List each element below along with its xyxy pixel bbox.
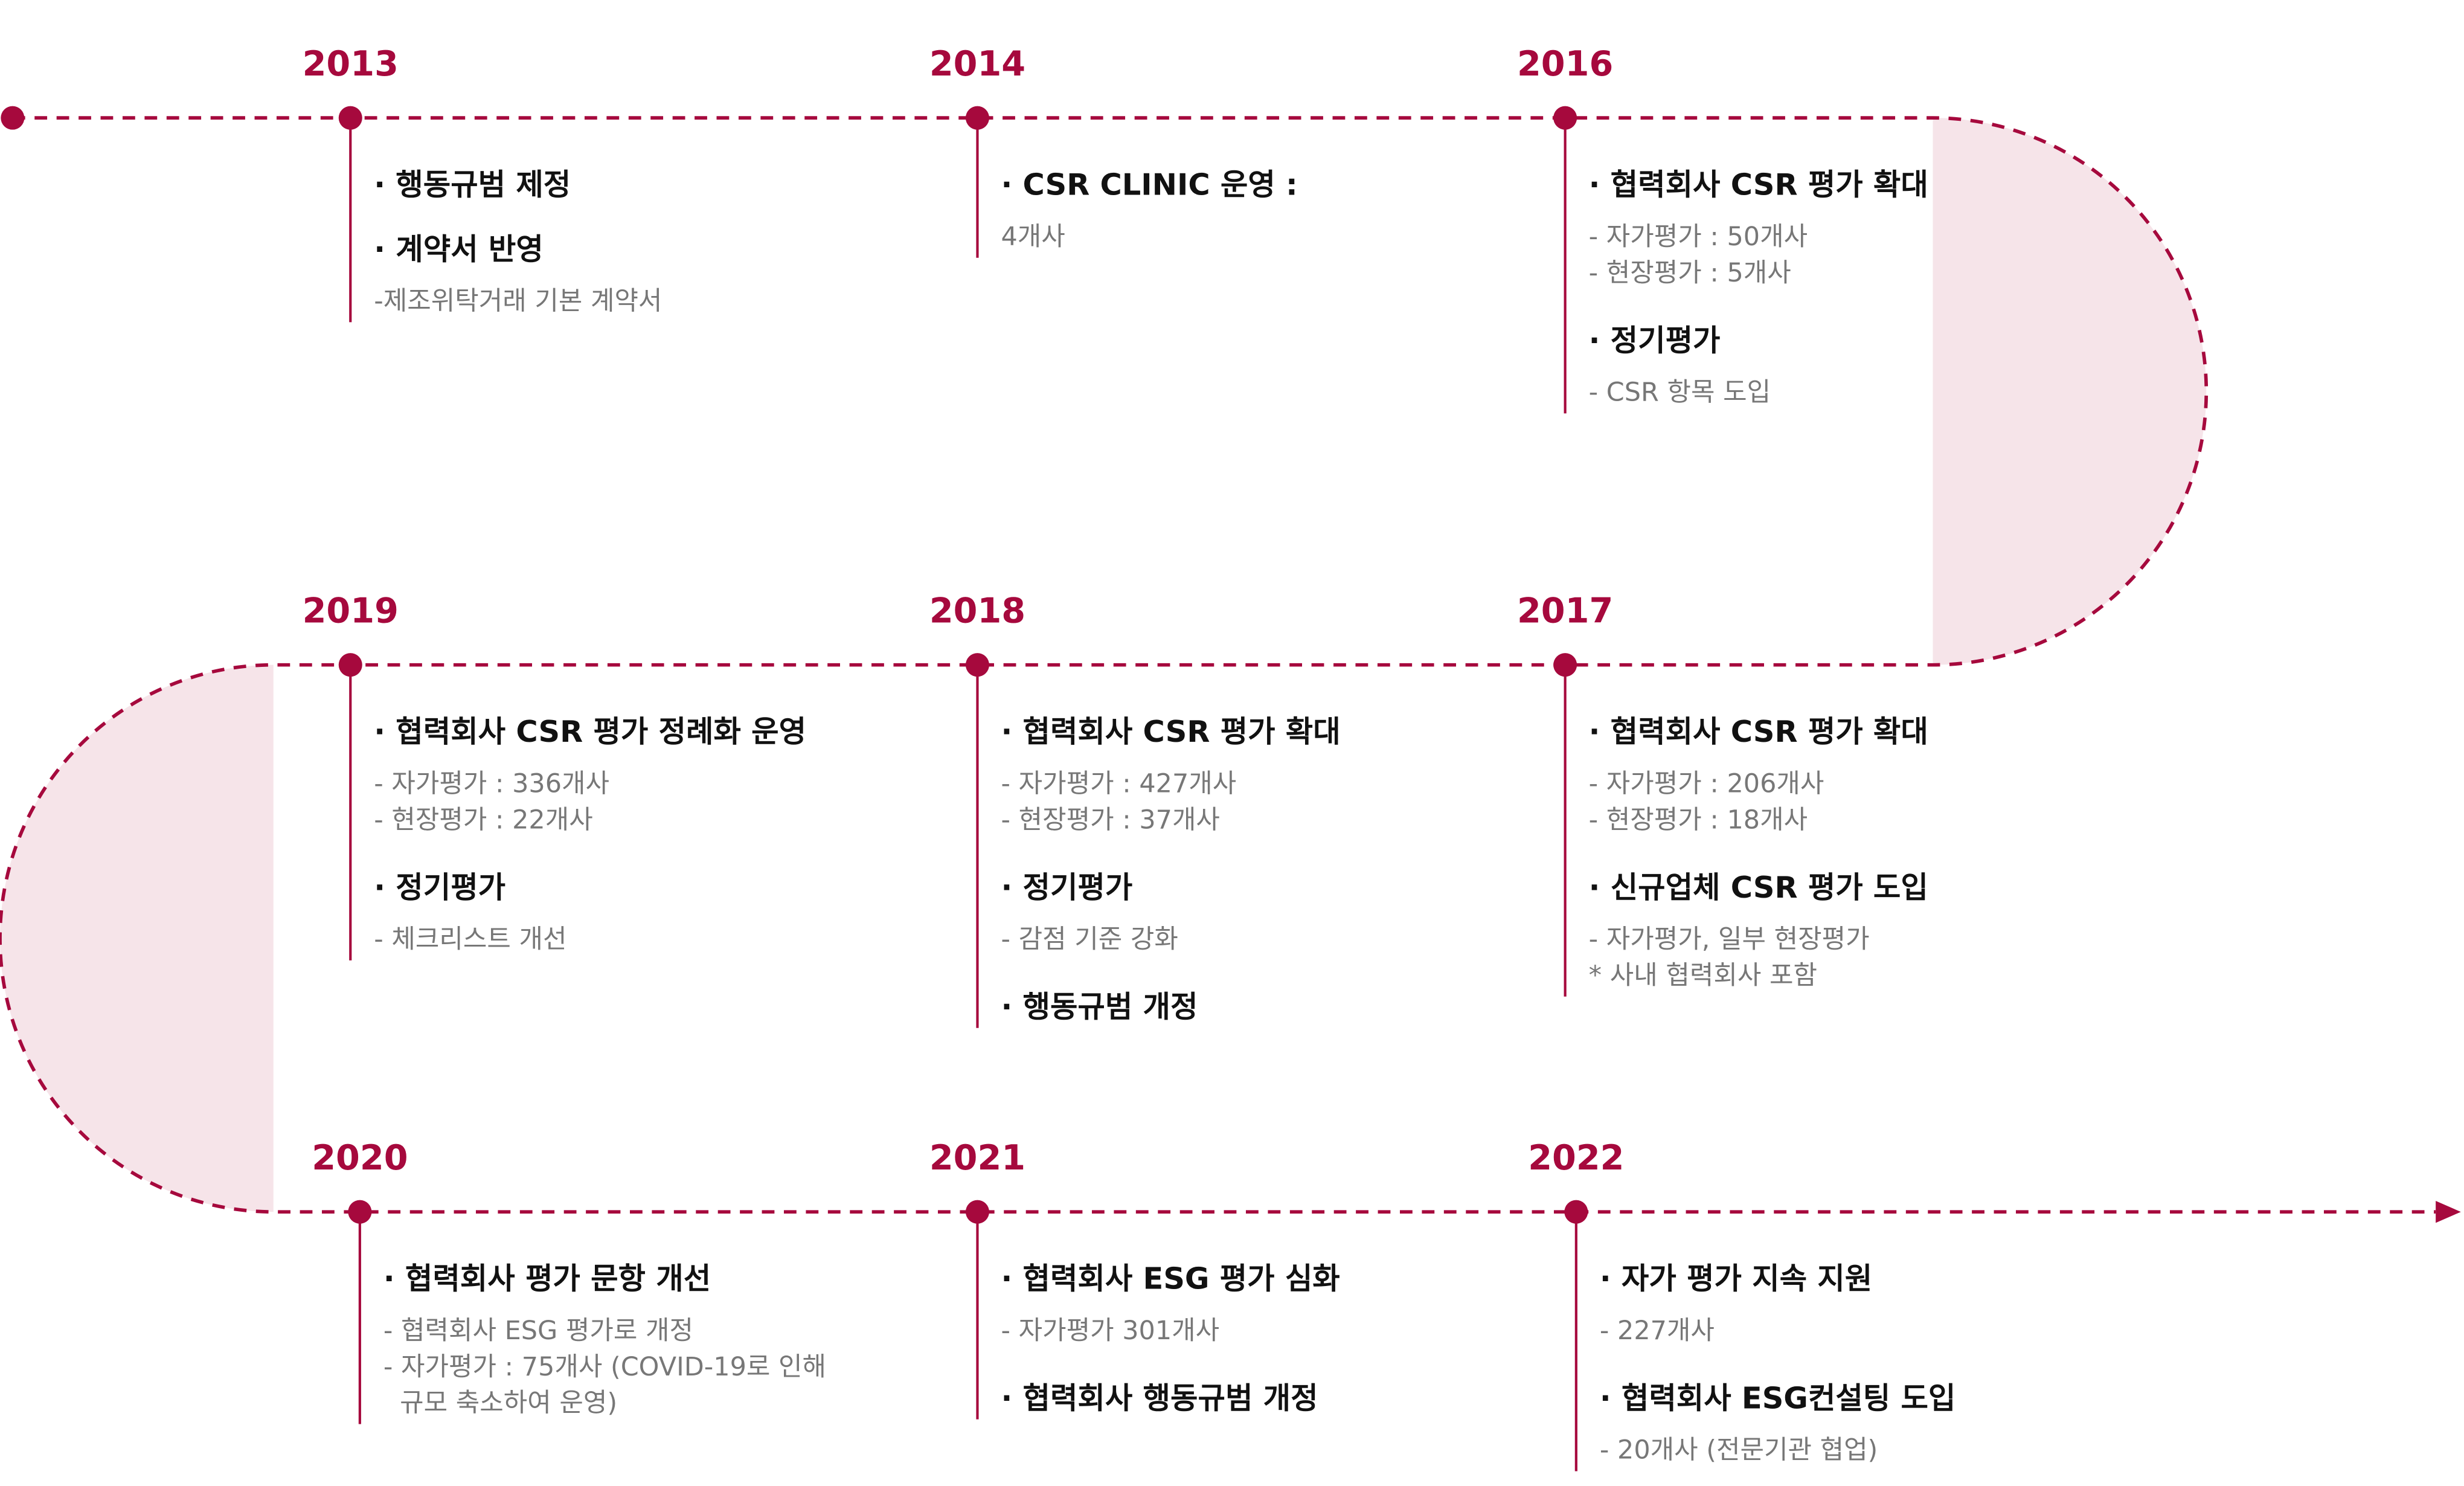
item-detail: - 자가평가, 일부 현장평가 bbox=[1589, 924, 1870, 954]
item-detail: - 현장평가 : 18개사 bbox=[1589, 805, 1808, 835]
item-heading: · 협력회사 CSR 평가 확대 bbox=[1589, 167, 1928, 202]
item-detail: 규모 축소하여 운영) bbox=[383, 1388, 617, 1418]
year-dot bbox=[1553, 653, 1577, 677]
item-detail: 4개사 bbox=[1001, 222, 1065, 252]
year-dot bbox=[338, 106, 362, 130]
year-dot bbox=[965, 653, 989, 677]
year-dot bbox=[1553, 106, 1577, 130]
item-detail: - 자가평가 : 427개사 bbox=[1001, 768, 1237, 799]
item-detail: - 20개사 (전문기관 협업) bbox=[1600, 1435, 1878, 1465]
timeline-path bbox=[0, 116, 2436, 1214]
item-heading: · 협력회사 ESG 평가 심화 bbox=[1001, 1261, 1340, 1296]
item-heading: · 협력회사 ESG컨설팅 도입 bbox=[1600, 1380, 1956, 1415]
item-detail: - 자가평가 : 206개사 bbox=[1589, 768, 1824, 799]
year-dot bbox=[965, 106, 989, 130]
year-dot bbox=[348, 1200, 372, 1224]
item-detail: - 체크리스트 개선 bbox=[374, 924, 566, 954]
item-heading: · 협력회사 행동규범 개정 bbox=[1001, 1380, 1318, 1415]
item-detail: - CSR 항목 도입 bbox=[1589, 378, 1771, 408]
item-detail: - 감점 기준 강화 bbox=[1001, 924, 1178, 954]
year-dot bbox=[965, 1200, 989, 1224]
item-heading: · 정기평가 bbox=[1589, 323, 1721, 358]
item-detail: - 자가평가 : 75개사 (COVID-19로 인해 bbox=[383, 1352, 826, 1382]
year-dot bbox=[1564, 1200, 1588, 1224]
item-heading: · 신규업체 CSR 평가 도입 bbox=[1589, 870, 1928, 905]
year-label: 2018 bbox=[929, 591, 1025, 631]
item-heading: · 행동규범 개정 bbox=[1001, 989, 1198, 1024]
item-heading: · 정기평가 bbox=[374, 870, 505, 905]
item-detail: - 현장평가 : 37개사 bbox=[1001, 805, 1220, 835]
item-heading: · 자가 평가 지속 지원 bbox=[1600, 1261, 1872, 1296]
item-heading: · 협력회사 평가 문항 개선 bbox=[383, 1261, 711, 1296]
item-detail: - 227개사 bbox=[1600, 1316, 1715, 1346]
year-label: 2022 bbox=[1528, 1138, 1624, 1178]
item-heading: · 협력회사 CSR 평가 확대 bbox=[1589, 714, 1928, 749]
item-detail: - 자가평가 301개사 bbox=[1001, 1316, 1220, 1346]
item-detail: -제조위탁거래 기본 계약서 bbox=[374, 286, 662, 317]
year-label: 2019 bbox=[303, 591, 399, 631]
item-heading: · 행동규범 제정 bbox=[374, 167, 571, 202]
year-dot bbox=[338, 653, 362, 677]
start-dot bbox=[1, 106, 25, 130]
year-label: 2021 bbox=[929, 1138, 1025, 1178]
item-detail: - 현장평가 : 5개사 bbox=[1589, 258, 1791, 288]
arrow-head bbox=[2436, 1200, 2461, 1223]
item-heading: · 협력회사 CSR 평가 확대 bbox=[1001, 714, 1341, 749]
year-label: 2013 bbox=[303, 44, 399, 84]
item-detail: - 협력회사 ESG 평가로 개정 bbox=[383, 1316, 693, 1346]
item-detail: * 사내 협력회사 포함 bbox=[1589, 960, 1817, 991]
year-label: 2014 bbox=[929, 44, 1025, 84]
year-label: 2020 bbox=[312, 1138, 408, 1178]
item-heading: · 협력회사 CSR 평가 정례화 운영 bbox=[374, 714, 806, 749]
item-heading: · 정기평가 bbox=[1001, 870, 1133, 905]
item-heading: · CSR CLINIC 운영 : bbox=[1001, 167, 1298, 202]
item-detail: - 자가평가 : 336개사 bbox=[374, 768, 609, 799]
item-heading: · 계약서 반영 bbox=[374, 231, 544, 266]
curve-fill bbox=[1933, 118, 2207, 665]
year-label: 2016 bbox=[1517, 44, 1613, 84]
item-detail: - 현장평가 : 22개사 bbox=[374, 805, 592, 835]
item-detail: - 자가평가 : 50개사 bbox=[1589, 222, 1808, 252]
year-label: 2017 bbox=[1517, 591, 1613, 631]
curve-fill bbox=[0, 664, 274, 1212]
